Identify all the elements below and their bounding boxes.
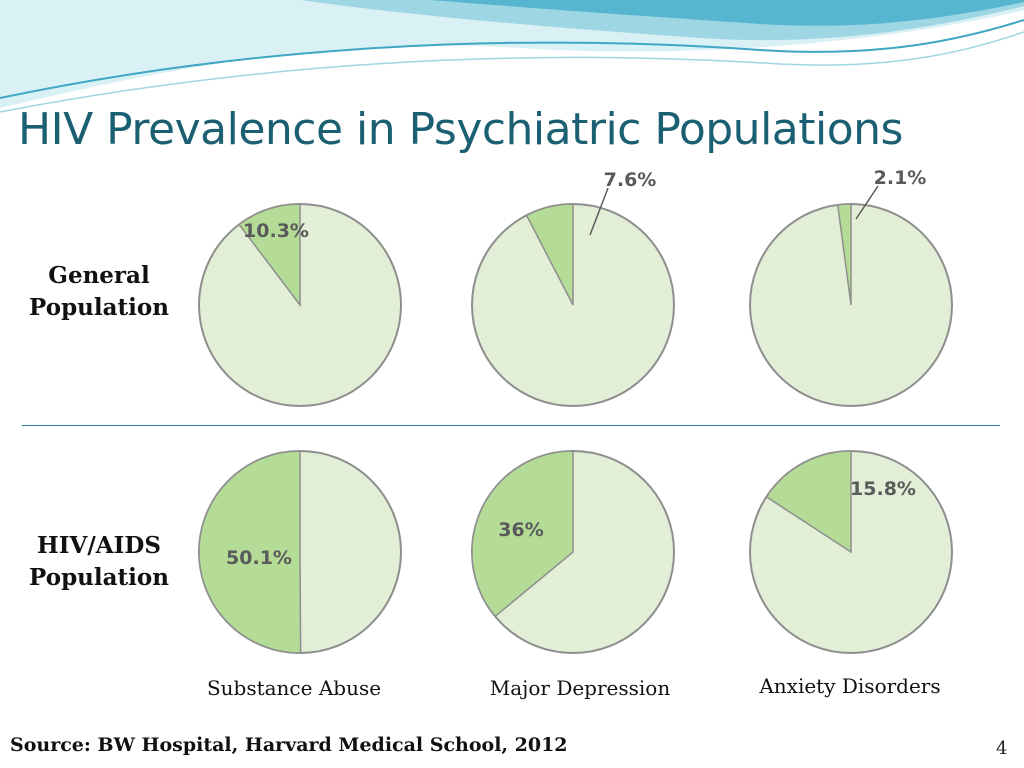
row-label-general-population: General Population xyxy=(29,262,169,321)
page-title: HIV Prevalence in Psychiatric Population… xyxy=(18,104,903,155)
decorative-wave-banner xyxy=(0,0,1024,113)
pie-slice-general-population-substance-abuse xyxy=(238,203,301,308)
data-label-general-population-anxiety-disorders: 2.1% xyxy=(874,167,927,189)
row-divider xyxy=(22,425,1000,426)
row-label-hiv-aids-population: HIV/AIDS Population xyxy=(29,532,169,591)
category-label-major-depression: Major Depression xyxy=(489,676,671,700)
data-label-hiv-aids-population-substance-abuse: 50.1% xyxy=(226,547,292,569)
pie-slice-general-population-major-depression xyxy=(525,203,574,306)
pie-slice-general-population-anxiety-disorders xyxy=(836,203,852,306)
page-number: 4 xyxy=(996,738,1008,759)
pie-slice-hiv-aids-population-anxiety-disorders xyxy=(765,450,852,554)
category-label-anxiety-disorders: Anxiety Disorders xyxy=(759,674,941,698)
data-label-hiv-aids-population-major-depression: 36% xyxy=(498,519,543,541)
pie-slice-hiv-aids-population-substance-abuse xyxy=(198,450,302,654)
data-label-general-population-substance-abuse: 10.3% xyxy=(243,220,309,242)
category-label-substance-abuse: Substance Abuse xyxy=(206,676,382,700)
leader-line-general-population-major-depression xyxy=(589,187,609,236)
data-label-general-population-major-depression: 7.6% xyxy=(604,169,657,191)
pie-slice-hiv-aids-population-major-depression xyxy=(471,450,574,618)
data-label-hiv-aids-population-anxiety-disorders: 15.8% xyxy=(850,478,916,500)
leader-line-general-population-anxiety-disorders xyxy=(855,185,879,220)
source-citation: Source: BW Hospital, Harvard Medical Sch… xyxy=(10,734,568,756)
